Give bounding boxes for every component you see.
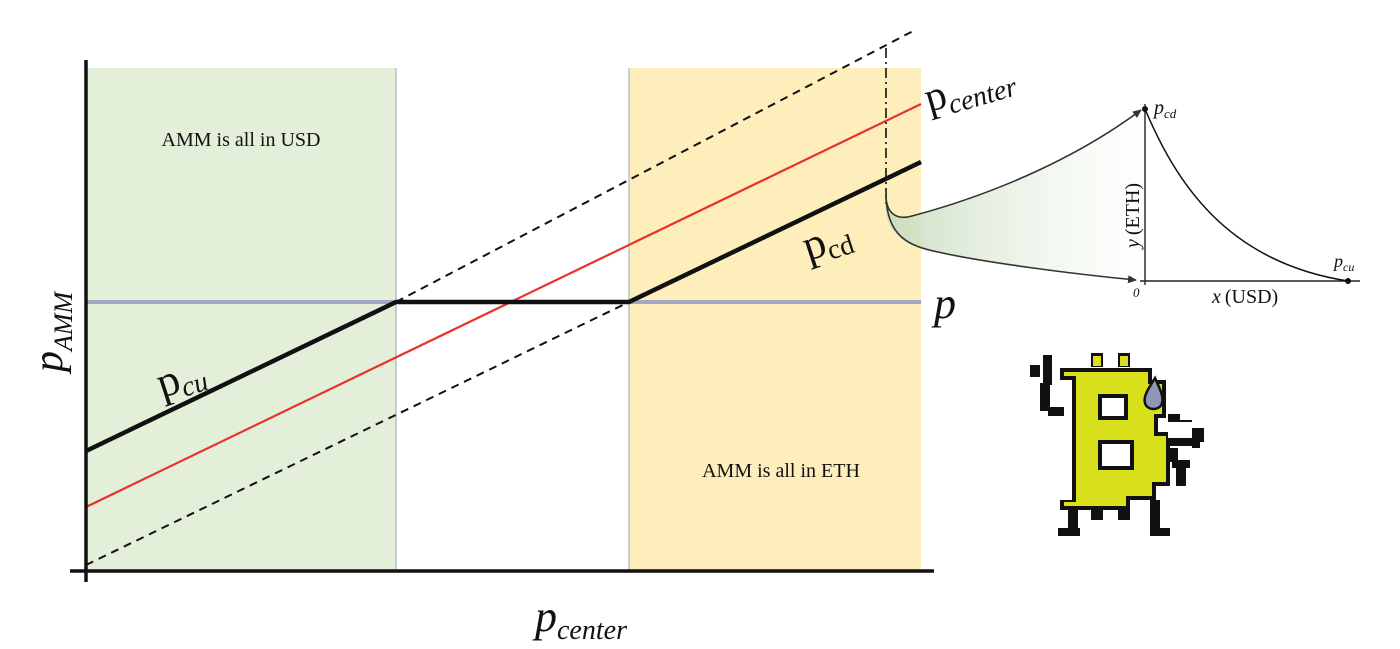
bitcoin-mascot-icon bbox=[1030, 353, 1204, 536]
zoom-arrow-top bbox=[885, 109, 1142, 219]
region-eth-label: AMM is all in ETH bbox=[702, 460, 860, 482]
inset-origin-label: 0 bbox=[1133, 285, 1140, 300]
amm-price-line bbox=[85, 159, 922, 454]
p-center-label: pcenter bbox=[919, 52, 1021, 126]
inset-point-top-label: pcd bbox=[1152, 97, 1177, 121]
lower-dashed-line bbox=[85, 301, 630, 566]
inset-point-right bbox=[1345, 278, 1351, 284]
inset-point-right-label: pcu bbox=[1332, 251, 1354, 274]
region-usd bbox=[86, 68, 396, 571]
p-label: p bbox=[931, 279, 956, 328]
inset-chart: pcd pcu 0 x (USD) y(ETH) bbox=[1122, 97, 1360, 308]
zoom-arrow-bottom bbox=[885, 197, 1137, 284]
inset-curve bbox=[1144, 108, 1349, 282]
region-usd-label: AMM is all in USD bbox=[162, 129, 321, 151]
x-axis-label: pcenter bbox=[532, 592, 627, 646]
inset-y-label: y(ETH) bbox=[1122, 183, 1144, 250]
zoom-fan bbox=[885, 108, 1142, 280]
y-axis-label: pAMM bbox=[26, 290, 78, 375]
region-eth bbox=[629, 68, 921, 571]
inset-point-top bbox=[1142, 106, 1148, 112]
center-line bbox=[85, 103, 922, 508]
inset-x-label: x (USD) bbox=[1211, 286, 1278, 308]
